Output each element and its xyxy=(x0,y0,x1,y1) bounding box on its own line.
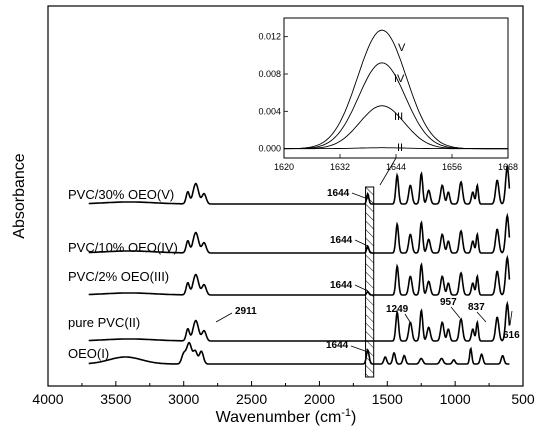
peak-arrow-957 xyxy=(450,306,461,319)
spectrum-line-1 xyxy=(88,212,511,254)
peak-arrow-1249 xyxy=(404,313,411,323)
spectrum-line-0 xyxy=(88,163,511,205)
peak-arrow-2911 xyxy=(215,312,233,323)
series-label-i: OEO(I) xyxy=(68,346,109,361)
inset-y-tick-label: 0.008 xyxy=(258,69,281,79)
highlight-band xyxy=(365,186,375,378)
inset-x-tick-label: 1632 xyxy=(330,162,350,172)
inset-x-tick-label: 1620 xyxy=(274,162,294,172)
inset-y-ticks: 0.000 0.004 0.008 0.012 xyxy=(258,32,288,154)
inset-label-iv: IV xyxy=(394,73,405,85)
inset-label-v: V xyxy=(398,42,406,54)
x-tick-label: 1500 xyxy=(372,391,403,407)
series-label-iv: PVC/10% OEO(IV) xyxy=(68,240,178,255)
band-to-inset-arrow xyxy=(379,157,397,186)
x-tick-label: 4000 xyxy=(32,391,63,407)
peak-label-1644-iii: 1644 xyxy=(330,280,353,291)
inset-frame xyxy=(283,17,509,159)
inset-y-tick-label: 0.012 xyxy=(258,32,281,42)
inset-y-tick-label: 0.004 xyxy=(258,106,281,116)
series-label-iii: PVC/2% OEO(III) xyxy=(68,269,169,284)
peak-arrow-1644-v xyxy=(351,192,369,200)
inset-curve-II xyxy=(284,147,508,150)
peak-label-616: 616 xyxy=(503,330,520,341)
spectrum-line-3 xyxy=(88,300,511,342)
inset-x-tick-label: 1656 xyxy=(442,162,462,172)
y-axis-title: Absorbance xyxy=(11,153,28,238)
peak-label-1249: 1249 xyxy=(386,304,409,315)
inset-label-iii: III xyxy=(394,111,403,123)
inset-x-ticks: 1620 1632 1644 1656 1668 xyxy=(274,154,518,172)
inset-x-tick-label: 1668 xyxy=(498,162,518,172)
peak-arrow-616 xyxy=(509,310,513,326)
inset-x-tick-label: 1644 xyxy=(386,162,406,172)
x-axis-ticks: 4000 3500 3000 2500 2000 1500 1000 500 xyxy=(32,381,535,407)
peak-label-1644-v: 1644 xyxy=(327,188,350,199)
inset-chart: 1620 1632 1644 1656 1668 0.000 0.004 0.008 0.01… xyxy=(258,17,518,172)
x-tick-label: 2500 xyxy=(236,391,267,407)
x-tick-label: 3000 xyxy=(168,391,199,407)
peak-label-837: 837 xyxy=(468,302,485,313)
x-tick-label: 2000 xyxy=(304,391,335,407)
peak-label-957: 957 xyxy=(440,297,457,308)
peak-arrow-1644-iv xyxy=(354,239,369,247)
series-label-ii: pure PVC(II) xyxy=(68,315,140,330)
spectra-group xyxy=(88,163,511,365)
peak-label-1644-iv: 1644 xyxy=(330,235,353,246)
spectrum-line-4 xyxy=(88,341,510,365)
x-tick-label: 500 xyxy=(511,391,535,407)
x-axis-title: Wavenumber (cm-1) xyxy=(216,407,357,426)
peak-label-1644-i: 1644 xyxy=(326,340,349,351)
x-tick-label: 3500 xyxy=(100,391,131,407)
series-label-v: PVC/30% OEO(V) xyxy=(68,187,174,202)
peak-arrow-1644-iii xyxy=(354,284,369,292)
inset-label-ii: II xyxy=(397,142,403,154)
spectrum-line-2 xyxy=(88,254,511,296)
peak-label-2911: 2911 xyxy=(235,306,257,317)
inset-y-tick-label: 0.000 xyxy=(258,144,281,154)
x-tick-label: 1000 xyxy=(440,391,471,407)
peak-arrow-1644-i xyxy=(350,345,369,353)
inset-curves xyxy=(283,29,508,150)
peak-arrow-837 xyxy=(476,311,487,323)
